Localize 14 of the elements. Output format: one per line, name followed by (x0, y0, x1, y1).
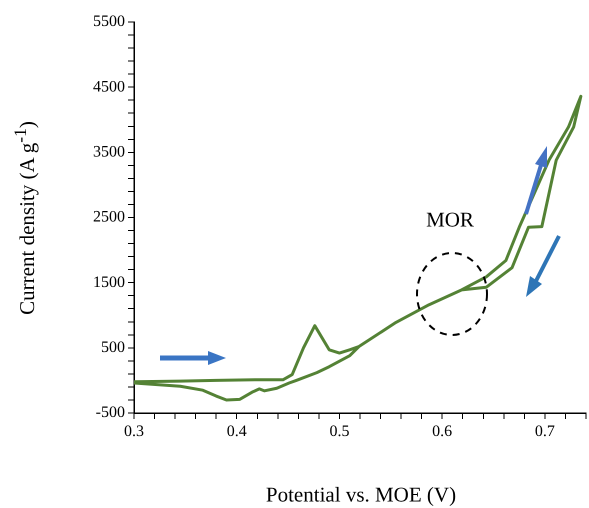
x-tick-label: 0.4 (226, 422, 247, 440)
x-tick-label: 0.7 (534, 422, 555, 440)
y-tick-label: 500 (101, 339, 125, 356)
y-tick-label: 3500 (93, 144, 125, 161)
x-tick-label: 0.6 (432, 422, 452, 440)
y-tick-label: 5500 (93, 13, 125, 30)
x-axis-title: Potential vs. MOE (V) (266, 482, 456, 508)
y-tick-label: 1500 (93, 274, 125, 291)
annotation: MOR (426, 208, 474, 232)
x-tick-label: 0.3 (124, 422, 144, 440)
y-tick-label: 4500 (93, 78, 125, 96)
x-tick-label: 0.5 (329, 422, 350, 440)
y-tick-label: -500 (96, 404, 125, 422)
y-tick-label: 2500 (93, 208, 125, 226)
